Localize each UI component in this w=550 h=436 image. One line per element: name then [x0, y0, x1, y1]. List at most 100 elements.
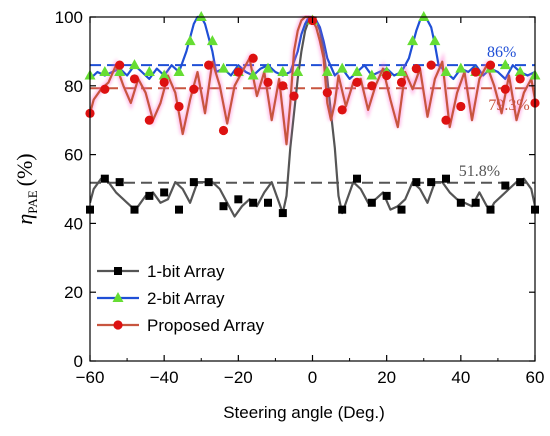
data-point-2-bit-array — [292, 66, 304, 77]
data-point-1-bit-array — [219, 202, 228, 211]
data-point-1-bit-array — [115, 178, 124, 187]
legend-item-2-bit-array: 2-bit Array — [97, 289, 225, 308]
data-point-proposed-array — [263, 77, 273, 87]
x-axis-label: Steering angle (Deg.) — [223, 403, 385, 422]
data-point-2-bit-array — [429, 35, 441, 46]
x-tick-label: −60 — [76, 368, 105, 387]
data-point-2-bit-array — [321, 66, 333, 77]
data-point-proposed-array — [515, 74, 525, 84]
data-point-1-bit-array — [427, 178, 436, 187]
data-point-1-bit-array — [486, 205, 495, 214]
x-tick-label: 60 — [526, 368, 545, 387]
legend-label: 2-bit Array — [147, 289, 225, 308]
data-point-2-bit-array — [262, 62, 274, 73]
y-tick-label: 20 — [64, 283, 83, 302]
data-point-2-bit-array — [455, 62, 467, 73]
data-point-proposed-array — [278, 81, 288, 91]
data-point-proposed-array — [396, 77, 407, 87]
series-glow-proposed-array — [90, 15, 535, 145]
data-point-2-bit-array — [247, 69, 259, 80]
data-point-proposed-array — [426, 60, 436, 70]
data-point-1-bit-array — [456, 198, 465, 207]
data-point-proposed-array — [411, 64, 421, 74]
data-point-2-bit-array — [114, 66, 126, 77]
svg-text:ηPAE(%): ηPAE (%) — [12, 153, 40, 224]
data-point-proposed-array — [100, 84, 110, 94]
data-point-proposed-array — [352, 77, 362, 87]
data-point-2-bit-array — [336, 62, 348, 73]
data-point-1-bit-array — [130, 205, 139, 214]
data-point-1-bit-array — [382, 191, 391, 200]
data-point-1-bit-array — [249, 198, 258, 207]
data-point-proposed-array — [218, 125, 229, 136]
data-point-proposed-array — [322, 88, 332, 98]
series-markers-proposed-array — [85, 15, 540, 136]
data-point-1-bit-array — [100, 174, 109, 183]
y-tick-label: 80 — [64, 77, 83, 96]
y-axis-label: ηPAE (%) — [12, 153, 40, 224]
data-point-1-bit-array — [278, 209, 287, 218]
data-point-proposed-array — [144, 115, 154, 125]
data-point-proposed-array — [367, 81, 377, 91]
data-point-1-bit-array — [501, 181, 510, 190]
legend-item-proposed-array: Proposed Array — [97, 316, 265, 335]
data-point-1-bit-array — [234, 195, 243, 204]
data-point-proposed-array — [233, 67, 243, 77]
data-point-2-bit-array — [173, 66, 185, 77]
data-point-proposed-array — [174, 101, 184, 112]
legend-marker — [112, 292, 124, 302]
y-axis-label-unit: (%) — [12, 153, 37, 186]
data-point-1-bit-array — [189, 178, 198, 187]
y-tick-label: 40 — [64, 214, 83, 233]
data-point-1-bit-array — [204, 178, 213, 187]
data-point-proposed-array — [337, 105, 347, 115]
data-point-2-bit-array — [499, 59, 511, 70]
x-tick-label: −20 — [224, 368, 253, 387]
data-point-2-bit-array — [184, 35, 196, 46]
x-tick-label: 40 — [451, 368, 470, 387]
data-point-2-bit-array — [407, 35, 419, 46]
reference-label-proposed-array: 79.3% — [488, 97, 529, 114]
data-point-1-bit-array — [367, 198, 376, 207]
legend-label: Proposed Array — [147, 316, 265, 335]
legend-marker — [114, 267, 122, 275]
data-point-1-bit-array — [471, 198, 480, 207]
data-point-2-bit-array — [195, 11, 207, 21]
data-point-2-bit-array — [514, 66, 526, 77]
data-point-proposed-array — [441, 115, 451, 125]
data-point-2-bit-array — [418, 11, 430, 21]
x-tick-label: 0 — [308, 368, 317, 387]
x-tick-label: −40 — [150, 368, 179, 387]
data-point-1-bit-array — [353, 174, 361, 183]
data-point-2-bit-array — [218, 62, 229, 73]
data-point-1-bit-array — [160, 188, 169, 197]
reference-label-2-bit-array: 86% — [487, 44, 516, 61]
data-point-2-bit-array — [366, 69, 378, 80]
data-point-proposed-array — [485, 60, 496, 70]
y-tick-label: 60 — [64, 146, 83, 165]
data-point-2-bit-array — [129, 59, 140, 70]
data-point-proposed-array — [115, 60, 125, 70]
legend-marker — [113, 320, 123, 330]
data-point-2-bit-array — [158, 69, 170, 80]
y-tick-label: 0 — [74, 352, 83, 371]
data-point-1-bit-array — [516, 178, 525, 187]
data-point-2-bit-array — [206, 35, 218, 46]
data-point-2-bit-array — [143, 66, 155, 77]
data-point-1-bit-array — [264, 198, 272, 207]
data-point-proposed-array — [204, 60, 214, 70]
y-axis-label-symbol: η — [12, 214, 37, 225]
series-line-1-bit-array — [90, 19, 535, 218]
data-point-proposed-array — [159, 77, 169, 87]
x-tick-label: 20 — [377, 368, 396, 387]
data-point-1-bit-array — [338, 205, 347, 214]
data-point-proposed-array — [248, 53, 258, 63]
data-point-2-bit-array — [440, 66, 452, 77]
data-point-proposed-array — [471, 67, 481, 77]
data-point-1-bit-array — [145, 191, 154, 200]
data-point-1-bit-array — [442, 174, 450, 183]
data-point-1-bit-array — [397, 205, 406, 214]
data-point-proposed-array — [500, 84, 510, 94]
